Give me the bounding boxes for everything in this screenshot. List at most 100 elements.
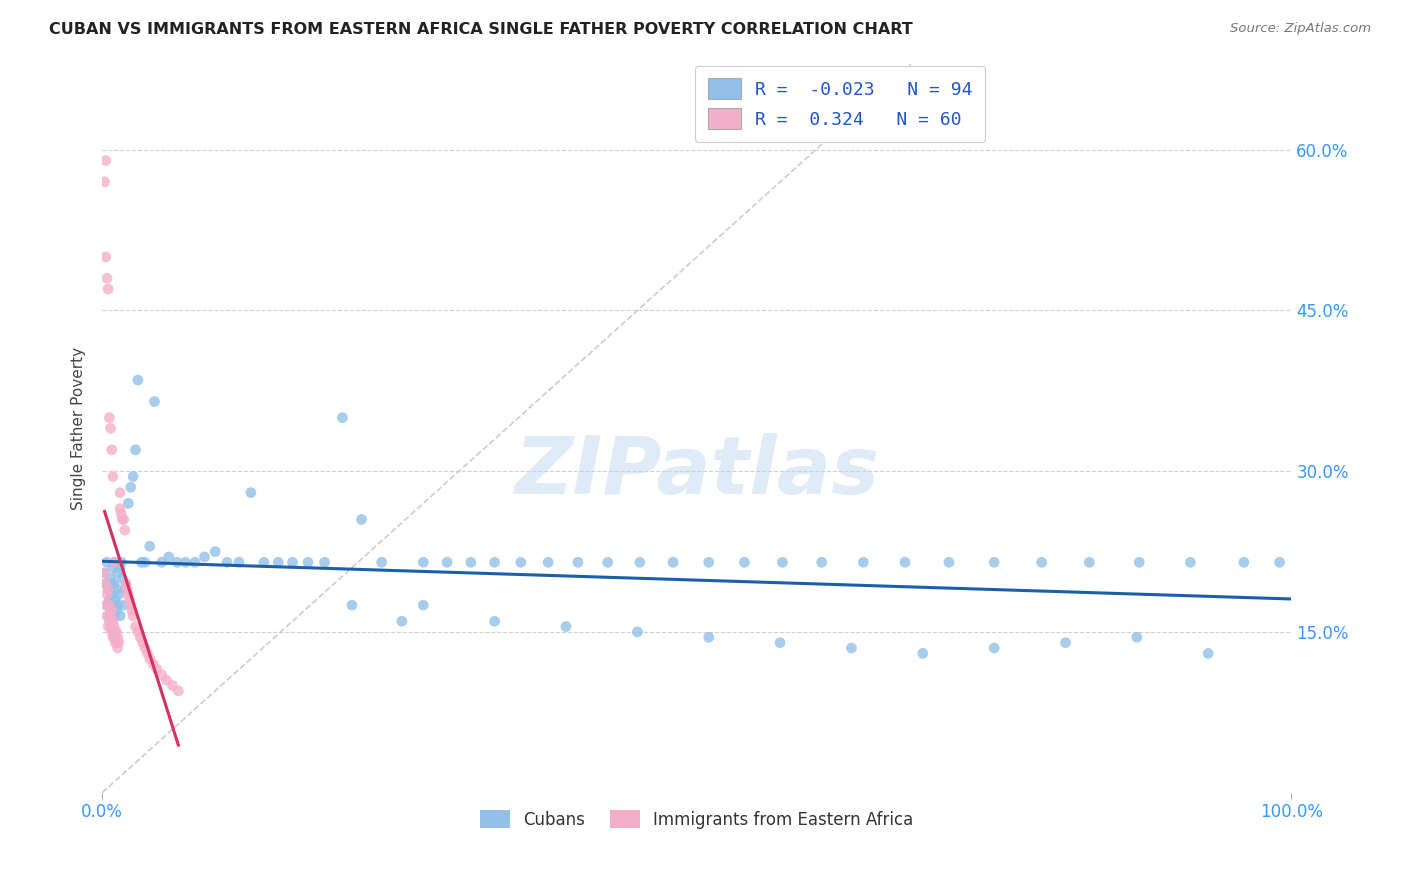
Point bbox=[93, 175, 115, 189]
Point bbox=[567, 555, 589, 569]
Point bbox=[391, 614, 413, 628]
Point bbox=[115, 576, 138, 591]
Point bbox=[297, 555, 319, 569]
Point bbox=[98, 598, 121, 612]
Y-axis label: Single Father Poverty: Single Father Poverty bbox=[72, 347, 86, 510]
Point bbox=[460, 555, 482, 569]
Point bbox=[101, 614, 124, 628]
Point bbox=[1268, 555, 1291, 569]
Point bbox=[1126, 630, 1149, 644]
Point bbox=[100, 603, 122, 617]
Point bbox=[142, 657, 165, 671]
Point bbox=[112, 598, 135, 612]
Point bbox=[107, 640, 129, 655]
Point bbox=[131, 635, 153, 649]
Point bbox=[97, 598, 120, 612]
Point bbox=[103, 619, 125, 633]
Point bbox=[555, 619, 578, 633]
Point bbox=[103, 555, 125, 569]
Point bbox=[484, 555, 506, 569]
Point bbox=[127, 624, 149, 639]
Point bbox=[769, 635, 792, 649]
Point bbox=[96, 608, 118, 623]
Point bbox=[112, 512, 135, 526]
Point bbox=[110, 555, 132, 569]
Point bbox=[139, 539, 162, 553]
Point bbox=[332, 410, 354, 425]
Point bbox=[150, 555, 173, 569]
Point bbox=[340, 598, 363, 612]
Point bbox=[94, 576, 117, 591]
Point bbox=[98, 410, 121, 425]
Point bbox=[117, 587, 139, 601]
Point bbox=[697, 630, 720, 644]
Point bbox=[105, 635, 128, 649]
Point bbox=[115, 582, 138, 596]
Point bbox=[174, 555, 197, 569]
Point bbox=[938, 555, 960, 569]
Point bbox=[253, 555, 276, 569]
Point bbox=[94, 153, 117, 168]
Point bbox=[1197, 646, 1219, 660]
Point bbox=[852, 555, 875, 569]
Point bbox=[281, 555, 304, 569]
Point bbox=[436, 555, 458, 569]
Point bbox=[96, 555, 118, 569]
Point bbox=[134, 640, 156, 655]
Point bbox=[120, 480, 142, 494]
Point bbox=[104, 624, 127, 639]
Point bbox=[1054, 635, 1077, 649]
Point bbox=[697, 555, 720, 569]
Point bbox=[96, 587, 118, 601]
Point bbox=[108, 635, 131, 649]
Point bbox=[120, 598, 142, 612]
Point bbox=[626, 624, 648, 639]
Point bbox=[537, 555, 560, 569]
Point bbox=[228, 555, 250, 569]
Point bbox=[239, 485, 262, 500]
Point bbox=[103, 576, 125, 591]
Point bbox=[100, 603, 122, 617]
Point bbox=[167, 684, 190, 698]
Point bbox=[98, 614, 121, 628]
Point bbox=[96, 271, 118, 285]
Point bbox=[204, 544, 226, 558]
Point bbox=[97, 582, 120, 596]
Point bbox=[983, 640, 1005, 655]
Point bbox=[100, 571, 122, 585]
Point bbox=[107, 630, 129, 644]
Point bbox=[1031, 555, 1053, 569]
Point bbox=[1180, 555, 1202, 569]
Point bbox=[314, 555, 336, 569]
Point bbox=[484, 614, 506, 628]
Point bbox=[100, 576, 122, 591]
Point bbox=[103, 608, 125, 623]
Point bbox=[166, 555, 188, 569]
Point bbox=[105, 603, 128, 617]
Point bbox=[127, 373, 149, 387]
Point bbox=[124, 619, 146, 633]
Text: CUBAN VS IMMIGRANTS FROM EASTERN AFRICA SINGLE FATHER POVERTY CORRELATION CHART: CUBAN VS IMMIGRANTS FROM EASTERN AFRICA … bbox=[49, 22, 912, 37]
Point bbox=[628, 555, 651, 569]
Point bbox=[143, 394, 166, 409]
Point bbox=[509, 555, 531, 569]
Point bbox=[100, 421, 122, 435]
Point bbox=[150, 667, 173, 681]
Point bbox=[100, 624, 122, 639]
Point bbox=[101, 630, 124, 644]
Point bbox=[114, 523, 136, 537]
Point bbox=[184, 555, 207, 569]
Point bbox=[124, 442, 146, 457]
Point bbox=[217, 555, 239, 569]
Point bbox=[911, 646, 934, 660]
Text: ZIPatlas: ZIPatlas bbox=[515, 434, 879, 511]
Point bbox=[111, 571, 134, 585]
Point bbox=[118, 592, 141, 607]
Point bbox=[134, 555, 156, 569]
Point bbox=[596, 555, 619, 569]
Point bbox=[662, 555, 685, 569]
Point bbox=[101, 598, 124, 612]
Point bbox=[105, 624, 128, 639]
Point bbox=[100, 608, 122, 623]
Point bbox=[103, 630, 125, 644]
